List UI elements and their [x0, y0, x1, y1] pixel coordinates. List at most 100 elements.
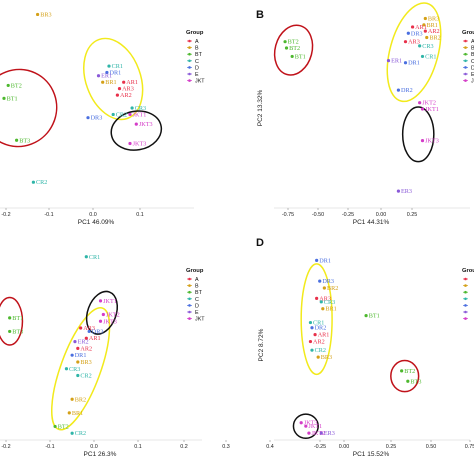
- data-point: [84, 336, 88, 340]
- point-label: ER3: [401, 188, 412, 195]
- x-axis-label: PC1 15.52%: [353, 451, 390, 458]
- data-point: [134, 122, 138, 126]
- data-point: [8, 316, 12, 320]
- data-point: [79, 326, 83, 330]
- data-point: [418, 101, 422, 105]
- legend-item: BT: [471, 52, 474, 58]
- legend-key-dot: [464, 290, 467, 294]
- legend-key-dot: [188, 297, 191, 301]
- x-axis-label: PC1 44.31%: [353, 219, 390, 226]
- panel-letter: B: [256, 9, 264, 21]
- data-point: [299, 421, 303, 425]
- point-label: CR2: [116, 111, 127, 118]
- data-point: [128, 112, 132, 117]
- point-label: BT3: [19, 137, 30, 144]
- legend-key-dot: [188, 277, 191, 281]
- point-label: BT2: [404, 368, 415, 375]
- data-point: [396, 189, 401, 193]
- x-tick-label: 0.25: [407, 212, 418, 218]
- point-label: DR1: [110, 70, 122, 77]
- point-label: BR3: [80, 359, 91, 366]
- data-point: [422, 23, 426, 27]
- data-point: [115, 93, 119, 97]
- point-label: JKT2: [422, 100, 436, 107]
- data-point: [128, 141, 132, 146]
- data-point: [87, 329, 91, 334]
- x-tick-label: -0.1: [44, 212, 53, 218]
- x-tick-label: 0.1: [136, 212, 144, 218]
- data-point: [406, 31, 410, 35]
- legend-key-dot: [188, 72, 191, 76]
- y-axis-label: PC2 8.72%: [258, 328, 265, 361]
- data-point: [310, 326, 314, 330]
- point-label: CR1: [89, 254, 100, 261]
- data-point: [321, 307, 325, 311]
- data-point: [403, 61, 408, 65]
- data-point: [386, 59, 391, 63]
- legend-title: Group: [186, 268, 204, 274]
- point-label: BR3: [321, 354, 332, 361]
- point-label: JKT1: [308, 423, 322, 430]
- point-label: JKT3: [425, 138, 439, 145]
- legend-key-dot: [188, 310, 191, 314]
- point-label: DR3: [411, 30, 423, 37]
- x-tick-label: 0.4: [266, 444, 274, 450]
- data-point: [313, 333, 317, 337]
- data-point: [122, 80, 126, 84]
- x-tick-label: 0.50: [426, 444, 437, 450]
- point-label: CR3: [324, 299, 335, 306]
- data-point: [400, 369, 404, 373]
- legend-item: C: [471, 59, 474, 65]
- point-label: AR2: [428, 28, 440, 35]
- data-point: [117, 87, 122, 91]
- point-label: BT2: [11, 82, 22, 89]
- legend-key-dot: [188, 317, 191, 320]
- point-label: ER3: [324, 430, 335, 437]
- data-point: [6, 83, 10, 88]
- point-label: DR1: [319, 257, 331, 264]
- x-tick-label: 0.00: [339, 444, 350, 450]
- point-label: BT2: [288, 39, 299, 46]
- legend-key-dot: [188, 39, 191, 43]
- data-point: [420, 107, 425, 111]
- point-label: BT1: [295, 53, 306, 60]
- data-point: [425, 35, 429, 40]
- legend-key-dot: [188, 66, 191, 69]
- point-label: CR3: [422, 43, 433, 50]
- point-label: ER1: [391, 58, 402, 65]
- data-point: [70, 353, 74, 357]
- data-point: [396, 88, 401, 92]
- data-point: [2, 96, 6, 100]
- data-point: [290, 54, 294, 59]
- legend-key-dot: [188, 284, 191, 287]
- legend-key-dot: [188, 52, 191, 56]
- point-label: CR3: [135, 105, 146, 112]
- point-label: BT1: [369, 313, 380, 320]
- data-point: [319, 300, 323, 304]
- legend-item: JKT: [471, 79, 474, 85]
- point-label: BT1: [7, 95, 18, 102]
- legend-item: BT: [195, 290, 203, 296]
- data-point: [307, 431, 311, 435]
- data-point: [76, 346, 80, 350]
- group-ellipse-red: [0, 68, 58, 148]
- point-label: BR2: [327, 285, 338, 292]
- data-point: [96, 74, 101, 78]
- point-label: CR2: [315, 347, 326, 354]
- legend-item: C: [195, 59, 199, 65]
- point-label: DR1: [75, 352, 87, 359]
- point-label: CR2: [36, 179, 47, 186]
- point-label: ER1: [101, 73, 112, 80]
- data-point: [304, 424, 308, 428]
- point-label: CR2: [75, 430, 86, 437]
- data-point: [418, 44, 422, 48]
- legend-key-dot: [464, 304, 467, 307]
- legend-key-dot: [188, 79, 191, 82]
- x-tick-label: 0.3: [222, 444, 230, 450]
- point-label: JKT3: [133, 140, 147, 147]
- x-tick-label: -0.2: [1, 444, 10, 450]
- x-tick-label: 0.1: [134, 444, 142, 450]
- group-ellipse-yellow: [300, 263, 333, 376]
